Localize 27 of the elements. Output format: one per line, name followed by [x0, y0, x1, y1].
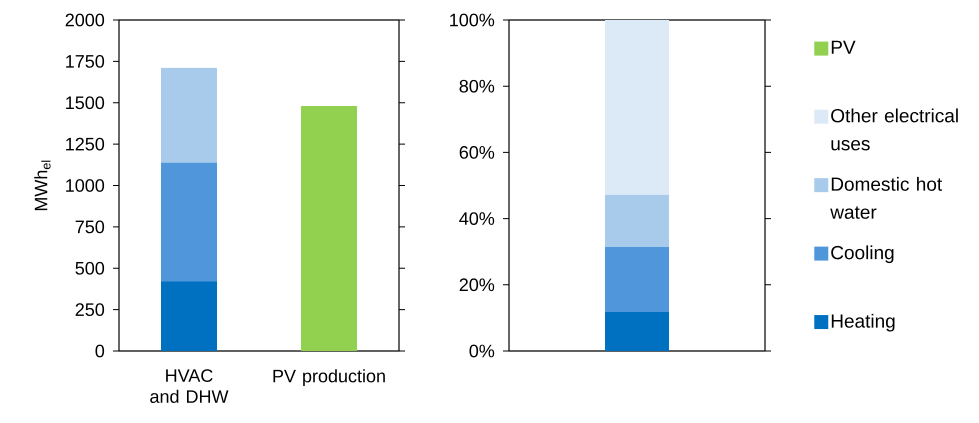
y-tick-label: 1500	[66, 96, 104, 110]
y-tick-label: 20%	[460, 278, 494, 292]
y-tick-label: 500	[75, 262, 104, 275]
y-tick-label: 0%	[469, 344, 494, 358]
legend-label: PV	[832, 40, 856, 54]
y-tick-label: 1000	[66, 179, 104, 192]
y-tick-label: 100%	[450, 14, 494, 26]
y-tick-label: 80%	[460, 80, 494, 93]
y-tick-label: 2000	[66, 14, 104, 26]
legend-label: Cooling	[831, 245, 894, 264]
legend-label: Other electrical uses	[831, 108, 958, 150]
x-tick-label: PV production	[273, 369, 385, 386]
y-tick-label: 750	[76, 220, 104, 234]
y-tick-label: 0	[95, 344, 104, 358]
y-axis-title: MWh$_{el}$	[34, 160, 51, 210]
y-tick-label: 40%	[459, 212, 494, 225]
x-tick-label: HVAC and DHW	[150, 369, 228, 403]
y-tick-label: 250	[76, 303, 104, 316]
y-tick-label: 1750	[66, 55, 104, 68]
y-tick-label: 1250	[66, 138, 104, 150]
bar	[605, 194, 670, 247]
bar	[605, 20, 670, 195]
legend-label: Heating	[832, 314, 895, 332]
legend-label: Domestic hot water	[830, 176, 942, 219]
bar	[605, 246, 670, 312]
y-tick-label: 60%	[460, 146, 494, 159]
bar	[605, 312, 670, 351]
